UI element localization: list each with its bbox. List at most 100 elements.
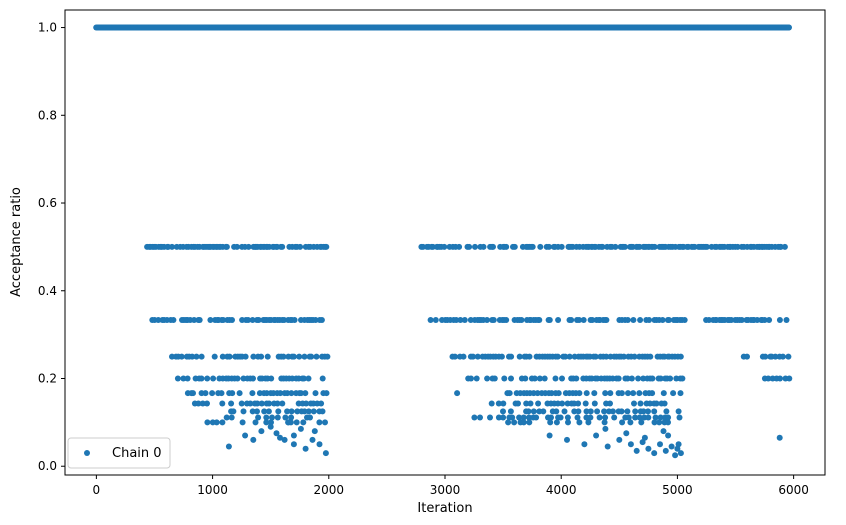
data-point	[169, 243, 175, 250]
data-point	[647, 400, 653, 407]
data-point	[604, 443, 611, 450]
data-point	[609, 408, 616, 415]
data-point	[582, 400, 589, 407]
data-point	[495, 414, 502, 421]
data-point	[284, 390, 291, 397]
data-point	[155, 317, 162, 323]
data-point	[649, 375, 656, 382]
data-point	[282, 414, 289, 421]
data-point	[618, 408, 625, 415]
data-point	[638, 419, 645, 426]
data-point	[223, 414, 230, 421]
data-point	[659, 317, 666, 323]
data-point	[267, 423, 274, 430]
data-point	[622, 243, 628, 250]
data-point	[490, 243, 496, 250]
data-point	[319, 375, 326, 382]
data-point	[783, 317, 790, 323]
data-point	[548, 414, 554, 421]
data-point	[641, 434, 648, 441]
data-point	[189, 353, 196, 360]
data-point	[665, 432, 672, 439]
data-point	[786, 24, 792, 31]
y-axis-label: Acceptance ratio	[9, 187, 24, 297]
data-point	[209, 390, 216, 397]
data-point	[294, 408, 301, 415]
data-point	[631, 400, 637, 407]
data-point	[645, 414, 652, 421]
data-point	[250, 436, 257, 443]
data-point	[607, 390, 614, 397]
data-point	[761, 317, 768, 323]
data-point	[234, 375, 241, 382]
data-point	[204, 375, 211, 382]
y-tick-label: 0.8	[38, 108, 57, 122]
data-point	[781, 243, 788, 250]
data-point	[301, 408, 308, 415]
data-point	[552, 375, 559, 382]
data-point	[296, 353, 303, 360]
data-point	[526, 414, 532, 421]
data-point	[766, 317, 773, 323]
data-points	[93, 24, 793, 459]
data-point	[554, 353, 561, 360]
data-point	[285, 419, 292, 426]
data-point	[546, 243, 552, 250]
data-point	[490, 317, 497, 323]
data-point	[762, 353, 769, 360]
data-point	[204, 419, 211, 426]
data-point	[645, 408, 651, 415]
data-point	[624, 408, 631, 415]
data-point	[277, 434, 283, 441]
data-point	[738, 317, 745, 323]
data-point	[562, 353, 569, 360]
data-point	[441, 243, 448, 250]
x-axis-label: Iteration	[417, 501, 472, 516]
data-point	[776, 434, 783, 441]
data-point	[706, 317, 712, 323]
data-point	[611, 414, 618, 421]
data-point	[309, 436, 316, 443]
data-point	[191, 317, 198, 323]
data-point	[602, 390, 609, 397]
data-point	[666, 317, 672, 323]
data-point	[603, 317, 610, 323]
data-point	[239, 419, 246, 426]
data-point	[657, 375, 664, 382]
data-point	[546, 317, 553, 323]
data-point	[268, 419, 274, 426]
data-point	[323, 390, 330, 397]
data-point	[653, 400, 660, 407]
data-point	[645, 445, 652, 452]
data-point	[245, 317, 252, 323]
y-tick-label: 0.2	[38, 371, 57, 385]
data-point	[254, 408, 260, 415]
data-point	[518, 317, 525, 323]
y-tick-label: 1.0	[38, 21, 57, 35]
data-point	[178, 353, 185, 360]
data-point	[500, 400, 507, 407]
data-point	[255, 414, 262, 421]
data-point	[322, 419, 328, 426]
data-point	[322, 450, 329, 457]
data-point	[581, 441, 588, 448]
data-point	[461, 317, 468, 323]
data-point	[585, 419, 592, 426]
data-point	[615, 375, 622, 382]
data-point	[242, 353, 249, 360]
data-point	[625, 414, 632, 421]
data-point	[263, 414, 270, 421]
data-point	[576, 317, 583, 323]
data-point	[226, 353, 233, 360]
data-point	[210, 375, 217, 382]
data-point	[427, 317, 434, 323]
data-point	[772, 353, 779, 360]
data-point	[530, 408, 537, 415]
data-point	[601, 408, 608, 415]
data-point	[316, 419, 323, 426]
data-point	[230, 408, 237, 415]
data-point	[193, 353, 200, 360]
data-point	[255, 317, 262, 323]
data-point	[466, 243, 473, 250]
data-point	[509, 414, 516, 421]
